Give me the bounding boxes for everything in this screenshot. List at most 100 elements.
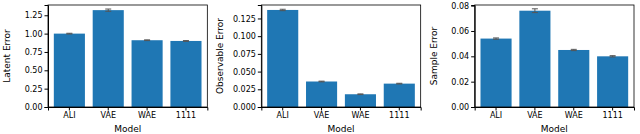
error-bar-line <box>183 40 189 42</box>
tick-mark <box>496 107 497 111</box>
tick-label: VAE <box>527 111 543 120</box>
tick: WAE <box>351 107 369 120</box>
axis-line <box>49 108 208 111</box>
tick-label: 1111 <box>176 111 196 120</box>
tick-label: ALI <box>277 111 289 120</box>
tick-label: 1.25 <box>25 11 43 20</box>
tick-mark <box>258 36 262 37</box>
tick: 0.025 <box>233 85 261 94</box>
tick-label: 0.00 <box>25 103 43 112</box>
tick-mark <box>471 6 475 7</box>
error-bar <box>396 83 402 85</box>
x-axis: ALI VAE WAE 1111 <box>49 107 208 120</box>
error-bar-line <box>144 39 150 41</box>
panel: 0.000 0.025 0.050 0.075 0.100 0.125 ALI VAE WAE 1… <box>215 5 421 134</box>
tick: 1.25 <box>25 11 48 20</box>
tick-mark <box>147 107 148 111</box>
tick: WAE <box>138 107 156 120</box>
axis-line <box>475 108 634 111</box>
error-bar <box>357 93 363 95</box>
error-bar-line <box>571 49 577 50</box>
y-axis: 0.000.250.500.751.001.25 <box>25 6 49 113</box>
tick-label: 1111 <box>389 111 409 120</box>
bar <box>345 94 376 107</box>
marks <box>267 9 415 107</box>
tick: 0.125 <box>233 15 261 24</box>
bar <box>558 50 589 107</box>
error-bar <box>571 49 577 50</box>
y-axis-title: Latent Error <box>2 29 12 83</box>
tick-mark <box>612 107 613 111</box>
tick-mark <box>258 72 262 73</box>
tick: 1.00 <box>25 30 48 39</box>
tick: ALI <box>277 107 289 120</box>
tick-mark <box>360 107 361 111</box>
tick-mark <box>534 107 535 111</box>
tick: 0.00 <box>451 103 474 112</box>
error-bar <box>144 39 150 41</box>
tick-mark <box>399 107 400 111</box>
error-bar-line <box>396 83 402 85</box>
tick-label: 0.075 <box>233 50 256 59</box>
tick-label: ALI <box>63 111 75 120</box>
tick-mark <box>45 34 49 35</box>
tick: WAE <box>565 107 583 120</box>
tick: ALI <box>490 107 502 120</box>
error-bar <box>280 9 286 10</box>
tick-label: WAE <box>351 111 369 120</box>
tick: 0.00 <box>25 103 48 112</box>
tick-mark <box>258 107 262 108</box>
tick-mark <box>321 107 322 111</box>
y-axis-title: Sample Error <box>429 26 439 85</box>
tick-label: ALI <box>490 111 502 120</box>
bar <box>170 41 201 107</box>
tick: 0.02 <box>451 78 474 87</box>
error-bar <box>493 38 499 39</box>
tick-mark <box>471 107 475 108</box>
bar <box>54 34 85 107</box>
error-bar <box>319 81 325 83</box>
axis-line <box>471 6 475 108</box>
frame <box>475 5 634 107</box>
tick-mark <box>258 18 262 19</box>
tick-label: 0.100 <box>233 32 256 41</box>
tick-label: VAE <box>314 111 330 120</box>
tick: 0.06 <box>451 27 474 36</box>
tick: VAE <box>100 107 116 120</box>
tick: 0.75 <box>25 48 48 57</box>
tick-label: 0.08 <box>451 2 469 11</box>
bar <box>384 84 415 107</box>
tick-label: 0.000 <box>233 103 256 112</box>
error-bar <box>105 9 111 11</box>
tick-label: 0.00 <box>451 103 469 112</box>
tick: 1111 <box>176 107 196 120</box>
tick-label: 0.25 <box>25 85 43 94</box>
tick: 0.050 <box>233 68 261 77</box>
tick-label: 0.050 <box>233 68 256 77</box>
error-bar-line <box>105 9 111 11</box>
error-bar-line <box>610 56 616 57</box>
tick-mark <box>45 70 49 71</box>
x-axis: ALIVAEWAE1111 <box>475 107 634 120</box>
tick-mark <box>45 52 49 53</box>
bar <box>597 56 628 107</box>
tick-label: 0.125 <box>233 15 256 24</box>
tick-mark <box>573 107 574 111</box>
marks <box>480 9 628 107</box>
tick: ALI <box>63 107 75 120</box>
tick-label: VAE <box>100 111 116 120</box>
axis-line <box>45 6 49 108</box>
tick-label: 0.75 <box>25 48 43 57</box>
tick-label: 0.04 <box>451 52 469 61</box>
axis-line <box>262 108 421 111</box>
error-bar-line <box>319 81 325 83</box>
x-axis-title: Model <box>541 124 568 134</box>
x-axis-title: Model <box>114 124 141 134</box>
panel: 0.000.020.040.060.08ALIVAEWAE1111ModelSa… <box>429 2 635 134</box>
tick-label: WAE <box>565 111 583 120</box>
tick-mark <box>471 31 475 32</box>
bar <box>519 11 550 107</box>
bar <box>306 82 337 108</box>
tick-mark <box>258 89 262 90</box>
y-axis: 0.00 0.02 0.04 0.06 0.08 <box>451 2 475 112</box>
